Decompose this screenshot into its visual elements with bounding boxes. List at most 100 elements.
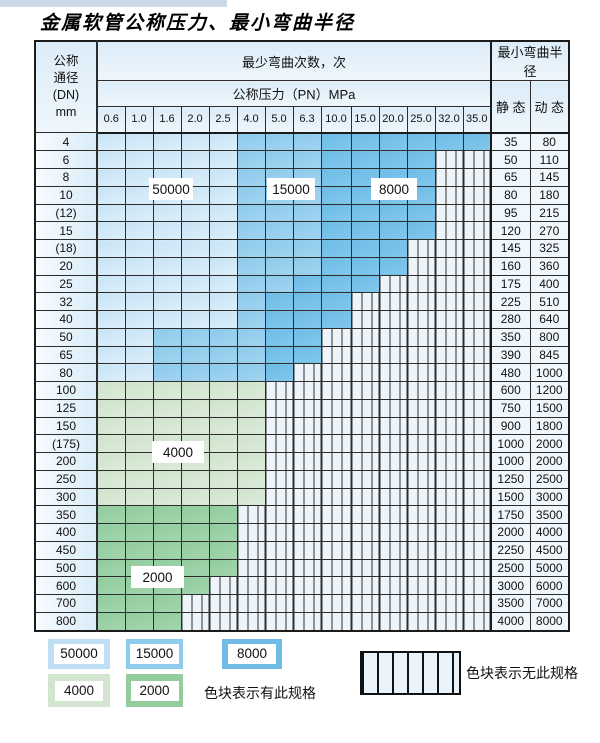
spec-cell <box>152 594 182 613</box>
spec-cell <box>152 256 182 276</box>
top-strip <box>0 0 227 7</box>
spec-cell <box>152 274 182 294</box>
static-header: 静 态 <box>490 80 531 134</box>
table-row: (12) 95 215 <box>34 203 570 223</box>
dn-cell: (18) <box>34 239 98 258</box>
legend-chip-label: 50000 <box>54 644 104 664</box>
spec-cell <box>180 611 210 632</box>
spec-cell <box>434 416 464 436</box>
spec-cell <box>320 310 352 329</box>
spec-cell <box>208 327 238 347</box>
legend-chip-label: 8000 <box>228 644 276 664</box>
spec-cell <box>406 611 436 632</box>
spec-cell <box>292 345 322 365</box>
spec-cell <box>350 558 380 578</box>
pressure-tick: 2.0 <box>180 106 210 134</box>
spec-cell <box>96 469 126 489</box>
spec-cell <box>350 487 380 507</box>
spec-cell <box>124 611 154 632</box>
spec-cell <box>462 540 492 560</box>
spec-cell <box>236 523 266 542</box>
pressure-tick: 10.0 <box>320 106 352 134</box>
table-row: 800 4000 8000 <box>34 611 570 632</box>
table-row: (18) 145 325 <box>34 239 570 258</box>
spec-cell <box>378 345 408 365</box>
spec-cell <box>180 345 210 365</box>
pressure-tick: 32.0 <box>434 106 464 134</box>
region-label-15000: 15000 <box>267 178 315 200</box>
spec-cell <box>320 131 352 152</box>
pressure-tick: 4.0 <box>236 106 266 134</box>
spec-cell <box>124 239 154 258</box>
spec-cell <box>462 381 492 400</box>
spec-cell <box>320 558 352 578</box>
spec-cell <box>180 327 210 347</box>
dn-cell: 40 <box>34 310 98 329</box>
legend-chip-label: 15000 <box>129 644 180 664</box>
spec-cell <box>180 558 210 578</box>
spec-cell <box>180 274 210 294</box>
spec-cell <box>180 523 210 542</box>
spec-cell <box>96 434 126 454</box>
spec-cell <box>208 381 238 400</box>
spec-cell <box>180 203 210 223</box>
spec-cell <box>406 150 436 170</box>
spec-cell <box>152 292 182 312</box>
spec-cell <box>96 239 126 258</box>
dn-cell: (175) <box>34 434 98 454</box>
spec-cell <box>236 131 266 152</box>
spec-cell <box>378 310 408 329</box>
radius-header: 最小弯曲半径 <box>490 40 570 81</box>
spec-cell <box>320 469 352 489</box>
spec-cell <box>462 594 492 613</box>
static-radius-cell: 80 <box>490 185 531 205</box>
legend-chip-label: 4000 <box>55 680 103 701</box>
spec-cell <box>96 221 126 241</box>
spec-cell <box>434 505 464 525</box>
spec-cell <box>152 239 182 258</box>
spec-cell <box>96 487 126 507</box>
spec-cell <box>236 576 266 596</box>
spec-cell <box>434 363 464 383</box>
spec-cell <box>378 274 408 294</box>
pressure-header: 公称压力（PN）MPa <box>96 80 492 107</box>
spec-cell <box>236 203 266 223</box>
dn-cell: 10 <box>34 185 98 205</box>
dynamic-radius-cell: 180 <box>529 185 570 205</box>
spec-cell <box>124 221 154 241</box>
static-radius-cell: 160 <box>490 256 531 276</box>
spec-cell <box>350 452 380 471</box>
spec-cell <box>208 168 238 187</box>
spec-cell <box>96 505 126 525</box>
spec-cell <box>292 363 322 383</box>
spec-cell <box>350 292 380 312</box>
spec-cell <box>292 469 322 489</box>
spec-cell <box>208 576 238 596</box>
spec-cell <box>378 434 408 454</box>
legend-note-no-spec: 色块表示无此规格 <box>466 665 578 681</box>
spec-cell <box>152 345 182 365</box>
spec-cell <box>152 327 182 347</box>
spec-cell <box>434 398 464 418</box>
spec-cell <box>236 505 266 525</box>
spec-cell <box>264 469 294 489</box>
spec-cell <box>406 131 436 152</box>
spec-cell <box>152 416 182 436</box>
spec-cell <box>264 292 294 312</box>
spec-cell <box>180 239 210 258</box>
spec-cell <box>264 523 294 542</box>
spec-cell <box>462 398 492 418</box>
spec-cell <box>96 363 126 383</box>
spec-cell <box>208 594 238 613</box>
spec-cell <box>406 452 436 471</box>
spec-cell <box>236 185 266 205</box>
dynamic-radius-cell: 7000 <box>529 594 570 613</box>
spec-cell <box>462 505 492 525</box>
spec-cell <box>264 487 294 507</box>
spec-cell <box>208 452 238 471</box>
spec-cell <box>292 310 322 329</box>
spec-cell <box>124 327 154 347</box>
spec-cell <box>350 345 380 365</box>
dynamic-radius-cell: 1000 <box>529 363 570 383</box>
spec-cell <box>208 310 238 329</box>
